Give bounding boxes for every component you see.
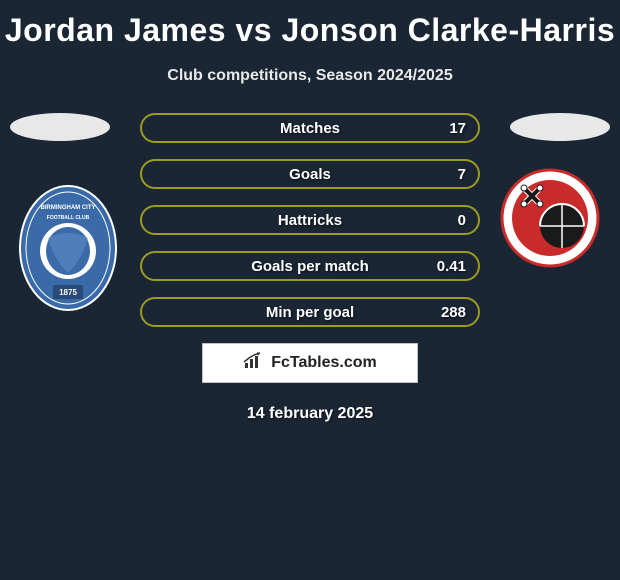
stat-row: Matches 17 bbox=[140, 113, 480, 143]
brand-footer: FcTables.com bbox=[202, 343, 418, 383]
club-badge-left: 1875 BIRMINGHAM CITY FOOTBALL CLUB bbox=[18, 183, 118, 283]
stat-label: Goals per match bbox=[251, 258, 369, 275]
stat-value: 17 bbox=[449, 120, 466, 137]
svg-text:BIRMINGHAM CITY: BIRMINGHAM CITY bbox=[41, 205, 96, 211]
oval-left bbox=[10, 113, 110, 141]
chart-icon bbox=[243, 352, 265, 375]
subtitle: Club competitions, Season 2024/2025 bbox=[0, 67, 620, 85]
stat-label: Goals bbox=[289, 166, 331, 183]
svg-text:FOOTBALL CLUB: FOOTBALL CLUB bbox=[47, 215, 90, 221]
stat-row: Goals 7 bbox=[140, 159, 480, 189]
stat-row: Goals per match 0.41 bbox=[140, 251, 480, 281]
stats-list: Matches 17 Goals 7 Hattricks 0 Goals per… bbox=[140, 113, 480, 327]
birmingham-badge-icon: 1875 BIRMINGHAM CITY FOOTBALL CLUB bbox=[18, 183, 118, 313]
brand-text: FcTables.com bbox=[271, 354, 377, 372]
stat-value: 0 bbox=[458, 212, 466, 229]
stat-value: 0.41 bbox=[437, 258, 466, 275]
stat-value: 288 bbox=[441, 304, 466, 321]
comparison-panel: 1875 BIRMINGHAM CITY FOOTBALL CLUB bbox=[0, 113, 620, 423]
page-title: Jordan James vs Jonson Clarke-Harris bbox=[0, 0, 620, 49]
stat-label: Min per goal bbox=[266, 304, 354, 321]
stat-value: 7 bbox=[458, 166, 466, 183]
rotherham-badge-icon bbox=[500, 168, 600, 268]
oval-right bbox=[510, 113, 610, 141]
stat-label: Hattricks bbox=[278, 212, 342, 229]
stat-row: Min per goal 288 bbox=[140, 297, 480, 327]
club-badge-right bbox=[500, 168, 600, 268]
stat-row: Hattricks 0 bbox=[140, 205, 480, 235]
svg-text:1875: 1875 bbox=[59, 288, 77, 297]
stat-label: Matches bbox=[280, 120, 340, 137]
date-label: 14 february 2025 bbox=[0, 405, 620, 423]
